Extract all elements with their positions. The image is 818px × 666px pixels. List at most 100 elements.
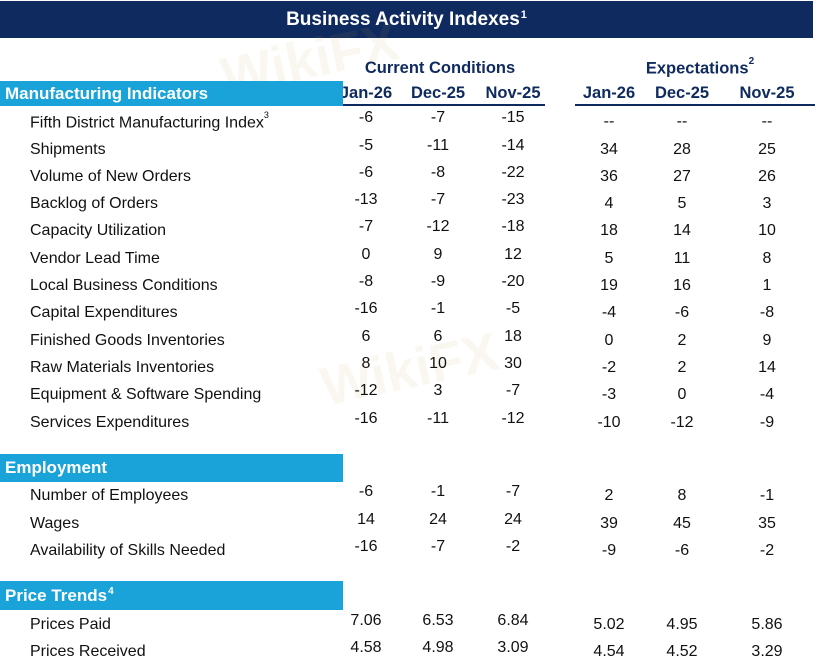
- table-row: Prices Received 4.58 4.98 3.09 4.54 4.52 3.29: [0, 639, 818, 666]
- expectations-cell: 8: [762, 250, 772, 267]
- row-label-text: Capital Expenditures: [30, 304, 178, 321]
- expectations-cell: 4.54: [593, 643, 625, 660]
- expectations-cell: 5: [677, 195, 687, 212]
- current-conditions-underline: [335, 104, 545, 106]
- current-conditions-cell: -5: [505, 300, 521, 317]
- row-label: Equipment & Software Spending: [30, 386, 261, 404]
- current-conditions-cell: -22: [501, 164, 525, 181]
- row-label-text: Fifth District Manufacturing Index: [30, 114, 264, 132]
- current-conditions-cell: 10: [429, 355, 447, 372]
- current-conditions-cell: -14: [501, 137, 525, 154]
- current-conditions-cell: -13: [354, 191, 378, 208]
- current-conditions-cell: -20: [501, 273, 525, 290]
- expectations-cell: 2: [677, 332, 687, 349]
- current-conditions-header: Current Conditions: [364, 59, 516, 77]
- current-conditions-cell: 4.58: [350, 639, 382, 656]
- row-label: Local Business Conditions: [30, 277, 218, 295]
- expectations-cell: -4: [759, 386, 775, 403]
- expectations-cell: 9: [762, 332, 772, 349]
- table-row: Services Expenditures -16 -11 -12 -10 -12 -9: [0, 410, 818, 437]
- row-label-text: Availability of Skills Needed: [30, 542, 226, 559]
- section-price-trends: Price Trends 4: [0, 581, 343, 610]
- expectations-cell: 3.29: [751, 643, 783, 660]
- expectations-cell: 19: [600, 277, 618, 294]
- expectations-cell: -6: [674, 304, 690, 321]
- current-conditions-cell: -16: [354, 410, 378, 427]
- row-label-text: Shipments: [30, 141, 106, 158]
- row-label-text: Backlog of Orders: [30, 195, 159, 212]
- row-label: Prices Received: [30, 643, 146, 661]
- expectations-cell: -12: [670, 414, 694, 431]
- expectations-cell: -2: [759, 542, 775, 559]
- current-conditions-cell: -16: [354, 300, 378, 317]
- current-conditions-cell: -6: [358, 109, 374, 126]
- row-label: Capital Expenditures: [30, 304, 178, 322]
- expectations-cell: 5.86: [751, 616, 783, 633]
- current-conditions-cell: 3.09: [497, 639, 529, 656]
- expectations-cell: 26: [758, 168, 776, 185]
- expectations-cell: 45: [673, 515, 691, 532]
- current-conditions-cell: -6: [358, 164, 374, 181]
- table-row: Backlog of Orders -13 -7 -23 4 5 3: [0, 191, 818, 218]
- col-header-cc-nov25: Nov-25: [485, 84, 541, 102]
- row-label: Number of Employees: [30, 487, 188, 505]
- expectations-cell: 34: [600, 141, 618, 158]
- expectations-cell: 2: [677, 359, 687, 376]
- expectations-cell: 25: [758, 141, 776, 158]
- expectations-underline: [575, 104, 815, 106]
- expectations-cell: 3: [762, 195, 772, 212]
- row-label: Vendor Lead Time: [30, 250, 160, 268]
- col-header-cc-jan26: Jan-26: [339, 84, 393, 102]
- row-label: Finished Goods Inventories: [30, 332, 225, 350]
- expectations-cell: 0: [677, 386, 687, 403]
- expectations-cell: 5.02: [593, 616, 625, 633]
- current-conditions-cell: 7.06: [350, 612, 382, 629]
- expectations-cell: 11: [673, 250, 691, 267]
- current-conditions-cell: 4.98: [422, 639, 454, 656]
- current-conditions-cell: -18: [501, 218, 525, 235]
- expectations-cell: -9: [759, 414, 775, 431]
- current-conditions-cell: -7: [505, 382, 521, 399]
- current-conditions-cell: -12: [426, 218, 450, 235]
- section-price-trends-text: Price Trends: [5, 585, 108, 605]
- table-row: Raw Materials Inventories 8 10 30 -2 2 14: [0, 355, 818, 382]
- expectations-cell: 10: [758, 222, 776, 239]
- table-title-text: Business Activity Indexes: [286, 8, 520, 30]
- current-conditions-cell: 24: [504, 511, 522, 528]
- row-footnote: 3: [263, 110, 269, 120]
- row-label: Prices Paid: [30, 616, 111, 634]
- expectations-cell: 36: [600, 168, 618, 185]
- title-footnote: 1: [520, 8, 527, 21]
- col-header-ex-nov25: Nov-25: [739, 84, 795, 102]
- expectations-cell: -2: [601, 359, 617, 376]
- expectations-cell: -6: [674, 542, 690, 559]
- expectations-cell: 0: [604, 332, 614, 349]
- table-row: Availability of Skills Needed -16 -7 -2 -9 -6…: [0, 538, 818, 565]
- table-row: Shipments -5 -11 -14 34 28 25: [0, 137, 818, 164]
- expectations-cell: 5: [604, 250, 614, 267]
- row-label-text: Prices Paid: [30, 616, 111, 633]
- row-label-text: Volume of New Orders: [30, 168, 191, 185]
- row-label: Raw Materials Inventories: [30, 359, 214, 377]
- row-label-text: Vendor Lead Time: [30, 250, 160, 267]
- table-row: Number of Employees -6 -1 -7 2 8 -1: [0, 483, 818, 510]
- expectations-cell: 4: [604, 195, 614, 212]
- expectations-cell: 16: [673, 277, 691, 294]
- current-conditions-cell: 6.84: [497, 612, 529, 629]
- expectations-cell: 39: [600, 515, 618, 532]
- expectations-cell: 8: [677, 487, 687, 504]
- table-row: Prices Paid 7.06 6.53 6.84 5.02 4.95 5.86: [0, 612, 818, 639]
- expectations-cell: -4: [601, 304, 617, 321]
- row-label: Wages: [30, 515, 79, 533]
- expectations-cell: 1: [762, 277, 772, 294]
- current-conditions-cell: -7: [430, 191, 446, 208]
- table-row: Volume of New Orders -6 -8 -22 36 27 26: [0, 164, 818, 191]
- current-conditions-cell: 30: [504, 355, 522, 372]
- current-conditions-cell: -12: [354, 382, 378, 399]
- current-conditions-cell: -1: [430, 300, 446, 317]
- row-label: Availability of Skills Needed: [30, 542, 225, 560]
- table-row: Local Business Conditions -8 -9 -20 19 16 1: [0, 273, 818, 300]
- table-row: Capital Expenditures -16 -1 -5 -4 -6 -8: [0, 300, 818, 327]
- current-conditions-cell: -11: [427, 137, 449, 154]
- current-conditions-cell: -6: [358, 483, 374, 500]
